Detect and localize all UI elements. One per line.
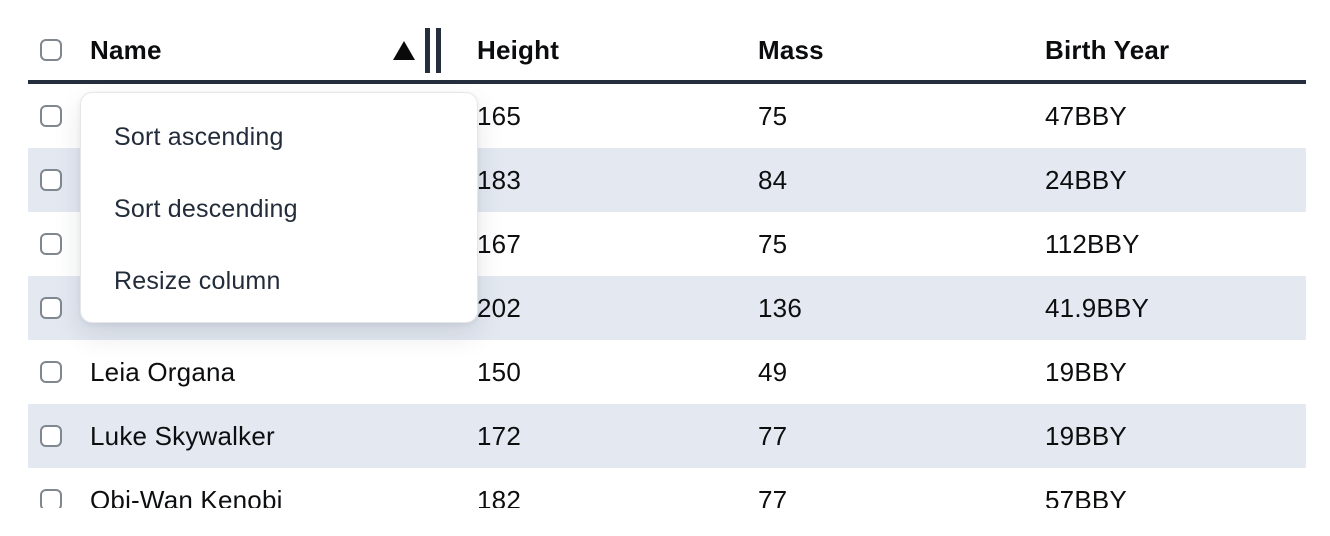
column-header-mass[interactable]: Mass: [758, 34, 824, 65]
cell-mass: 77: [758, 484, 788, 509]
cell-mass: 75: [758, 228, 788, 259]
column-header-birth-year[interactable]: Birth Year: [1045, 34, 1170, 65]
cell-mass: 77: [758, 420, 788, 451]
cell-birth-year: 19BBY: [1045, 420, 1127, 451]
cell-height: 202: [477, 292, 521, 323]
resize-bar-icon: [436, 28, 441, 73]
cell-birth-year: 47BBY: [1045, 100, 1127, 131]
select-all-checkbox[interactable]: [40, 39, 62, 61]
cell-birth-year: 112BBY: [1045, 228, 1140, 259]
row-checkbox[interactable]: [40, 425, 62, 447]
cell-height: 183: [477, 164, 521, 195]
cell-height: 165: [477, 100, 521, 131]
resize-bar-icon: [425, 28, 430, 73]
table-row: Obi-Wan Kenobi 182 77 57BBY: [28, 468, 1306, 508]
table-row: Luke Skywalker 172 77 19BBY: [28, 404, 1306, 468]
cell-birth-year: 41.9BBY: [1045, 292, 1150, 323]
cell-height: 172: [477, 420, 521, 451]
cell-height: 150: [477, 356, 521, 387]
column-context-menu: Sort ascending Sort descending Resize co…: [80, 92, 478, 323]
cell-name: Leia Organa: [90, 356, 236, 387]
cell-mass: 84: [758, 164, 788, 195]
column-resize-handle[interactable]: [425, 28, 441, 73]
row-checkbox[interactable]: [40, 489, 62, 508]
row-checkbox[interactable]: [40, 105, 62, 127]
header-checkbox-cell: [28, 39, 90, 61]
sort-ascending-icon[interactable]: [393, 41, 415, 60]
cell-birth-year: 19BBY: [1045, 356, 1127, 387]
cell-birth-year: 24BBY: [1045, 164, 1127, 195]
column-header-height[interactable]: Height: [477, 34, 560, 65]
row-checkbox[interactable]: [40, 169, 62, 191]
menu-item-sort-ascending[interactable]: Sort ascending: [114, 122, 284, 151]
cell-mass: 75: [758, 100, 788, 131]
cell-birth-year: 57BBY: [1045, 484, 1127, 509]
table-header-row: Name Height Mass Birth Year: [28, 20, 1306, 84]
cell-mass: 136: [758, 292, 802, 323]
column-header-name[interactable]: Name: [90, 34, 162, 65]
cell-name: Obi-Wan Kenobi: [90, 484, 283, 509]
menu-item-resize-column[interactable]: Resize column: [114, 266, 281, 295]
menu-item-sort-descending[interactable]: Sort descending: [114, 194, 298, 223]
row-checkbox[interactable]: [40, 361, 62, 383]
row-checkbox[interactable]: [40, 233, 62, 255]
table-row: Leia Organa 150 49 19BBY: [28, 340, 1306, 404]
cell-height: 182: [477, 484, 521, 509]
cell-height: 167: [477, 228, 521, 259]
row-checkbox[interactable]: [40, 297, 62, 319]
cell-name: Luke Skywalker: [90, 420, 275, 451]
cell-mass: 49: [758, 356, 788, 387]
